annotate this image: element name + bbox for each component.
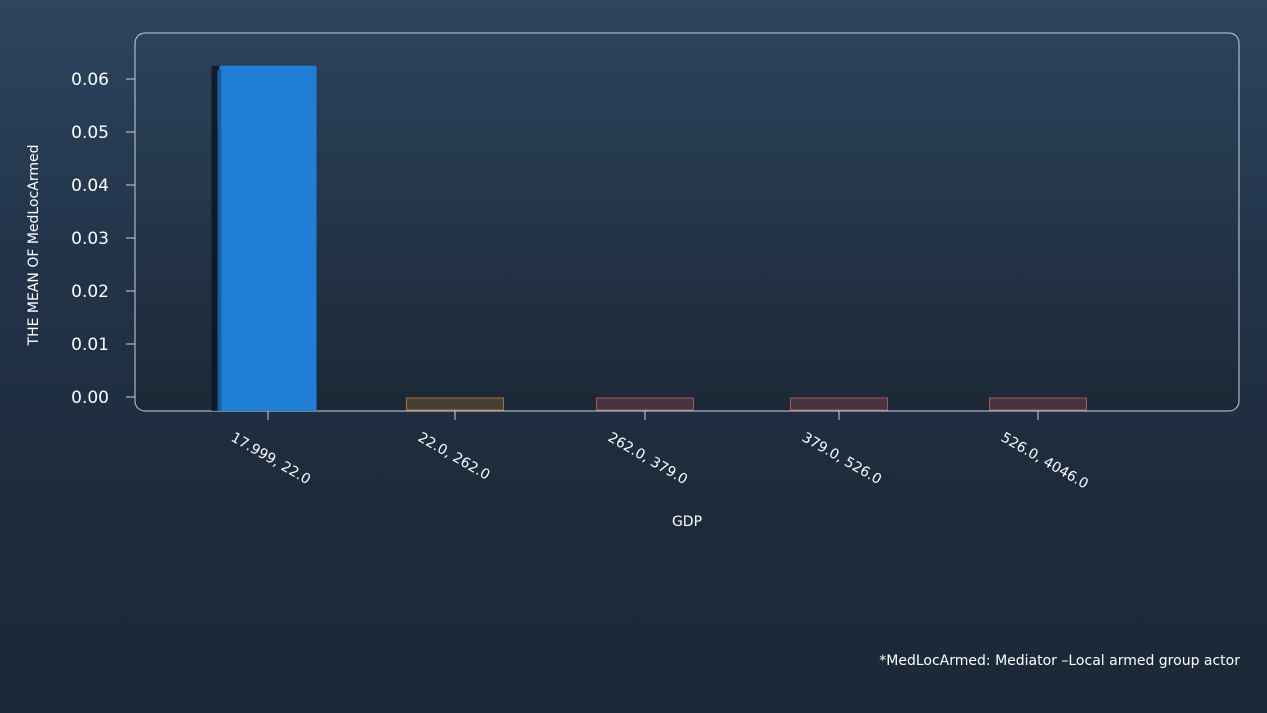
footnote: *MedLocArmed: Mediator –Local armed grou… — [879, 653, 1240, 669]
x-tick-label: 526.0, 4046.0 — [998, 430, 1091, 493]
y-tick-label: 0.03 — [71, 229, 109, 249]
y-tick-label: 0.00 — [71, 388, 109, 408]
bar-edge — [217, 69, 222, 411]
x-tick-label: 17.999, 22.0 — [228, 430, 313, 488]
bar — [989, 397, 1087, 411]
plot-area — [134, 32, 1240, 412]
y-tick-label: 0.01 — [71, 335, 109, 355]
y-tick-label: 0.02 — [71, 282, 109, 302]
y-tick-label: 0.06 — [71, 70, 109, 90]
y-tick-label: 0.05 — [71, 123, 109, 143]
x-axis-title: GDP — [672, 514, 702, 530]
bar — [790, 397, 888, 411]
bar — [219, 65, 317, 411]
y-axis-title: THE MEAN OF MedLocArmed — [26, 145, 42, 347]
bar-shadow — [211, 65, 222, 411]
bar — [406, 397, 504, 411]
x-tick-label: 262.0, 379.0 — [605, 430, 690, 488]
x-tick-label: 379.0, 526.0 — [799, 430, 884, 488]
bar — [596, 397, 694, 411]
y-tick-label: 0.04 — [71, 176, 109, 196]
bars-group — [211, 65, 1087, 411]
x-axis: 17.999, 22.0 22.0, 262.0 262.0, 379.0 379.0… — [228, 411, 1091, 492]
y-axis: 0.00 0.01 0.02 0.03 0.04 0.05 0.06 — [71, 70, 135, 408]
x-tick-label: 22.0, 262.0 — [415, 430, 492, 484]
